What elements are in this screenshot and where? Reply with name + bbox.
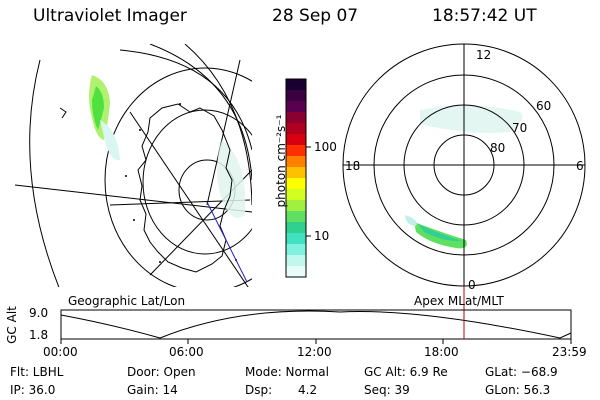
time-tick-2359: 23:59 [552,345,587,359]
mlat-label-60: 60 [536,99,551,113]
colorbar-segment [286,189,306,201]
graticule-dots [125,103,237,263]
dsp-label: Dsp: [245,383,273,397]
polar-plot: 12 6 0 18 60 70 80 [342,43,586,330]
geographic-map [14,44,252,287]
noon-meridian [206,201,248,283]
colorbar-segment [286,112,306,124]
left-panel-caption: Geographic Lat/Lon [68,294,186,308]
time-tick-1800: 18:00 [424,345,459,359]
seq-info: Seq: 39 [364,383,410,397]
time-tick-1200: 12:00 [297,345,332,359]
time-tick-0600: 06:00 [169,345,204,359]
glon-info: GLon: 56.3 [485,383,551,397]
altitude-ylabel: GC Alt [5,306,19,344]
colorbar-tick-100: 100 [314,140,337,154]
mlat-label-80: 80 [490,141,505,155]
mlat-label-70: 70 [512,121,527,135]
instrument-title: Ultraviolet Imager [33,6,187,26]
colorbar-tick-10: 10 [314,229,330,243]
filter-info: Flt: LBHL [10,365,64,379]
ip-info: IP: 36.0 [10,383,56,397]
colorbar-segment [286,266,306,278]
altitude-ytick-top: 9.0 [29,306,49,320]
colorbar-segment [286,178,306,190]
colorbar [285,78,311,278]
colorbar-segment [286,167,306,179]
mlt-label-6: 6 [576,159,584,173]
colorbar-segment [286,134,306,146]
mlt-label-0: 0 [468,278,476,292]
mlt-label-18: 18 [345,159,360,173]
door-info: Door: Open [127,365,196,379]
altitude-ytick-bottom: 1.8 [29,328,49,342]
right-panel-caption: Apex MLat/MLT [414,294,504,308]
colorbar-segment [286,90,306,102]
meridian-lines [14,44,252,287]
colorbar-segment [286,123,306,135]
dsp-value: 4.2 [298,383,318,397]
antarctica-coastline [137,103,233,273]
altitude-plot [60,309,572,344]
colorbar-unit-label: photon cm⁻²s⁻¹ [274,114,288,208]
gain-info: Gain: 14 [127,383,178,397]
time-label: 18:57:42 UT [432,6,537,26]
mode-info: Mode: Normal [245,365,329,379]
aurora-dayside [420,105,523,133]
colorbar-segment [286,145,306,157]
colorbar-segment [286,244,306,256]
date-label: 28 Sep 07 [272,6,359,26]
colorbar-segment [286,101,306,113]
colorbar-segment [286,156,306,168]
glat-info: GLat: −68.9 [485,365,558,379]
time-tick-0000: 00:00 [43,345,78,359]
colorbar-segment [286,255,306,267]
colorbar-segment [286,79,306,91]
gc-alt-info: GC Alt: 6.9 Re [364,365,448,379]
colorbar-segment [286,233,306,245]
altitude-curve [60,310,572,339]
mlt-label-12: 12 [476,48,491,62]
colorbar-segment [286,211,306,223]
colorbar-segment [286,200,306,212]
colorbar-segment [286,222,306,234]
